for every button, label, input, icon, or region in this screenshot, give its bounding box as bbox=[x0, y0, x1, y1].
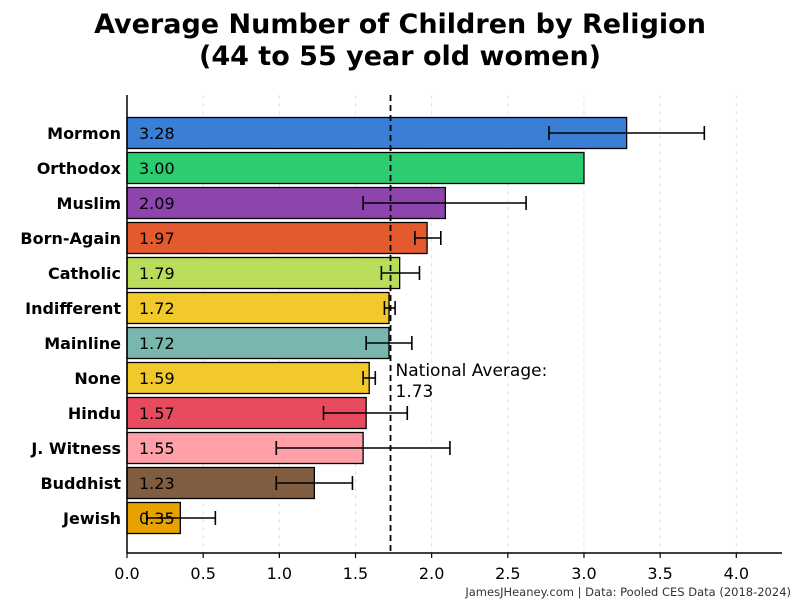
national-average-label: National Average: bbox=[396, 361, 548, 381]
x-tick-label-1: 0.5 bbox=[190, 564, 215, 583]
category-label-1: Orthodox bbox=[37, 159, 122, 178]
category-label-10: Buddhist bbox=[40, 474, 121, 493]
value-label-10: 1.23 bbox=[139, 474, 175, 493]
source-note: JamesJHeaney.com | Data: Pooled CES Data… bbox=[465, 585, 791, 599]
x-tick-label-8: 4.0 bbox=[724, 564, 749, 583]
bar-6 bbox=[126, 326, 390, 360]
x-tick-label-4: 2.0 bbox=[419, 564, 444, 583]
x-tick-label-0: 0.0 bbox=[114, 564, 139, 583]
value-label-6: 1.72 bbox=[139, 334, 175, 353]
value-label-8: 1.57 bbox=[139, 404, 175, 423]
value-label-1: 3.00 bbox=[139, 159, 175, 178]
category-label-3: Born-Again bbox=[20, 229, 121, 248]
x-tick-label-3: 1.5 bbox=[343, 564, 368, 583]
value-label-2: 2.09 bbox=[139, 194, 175, 213]
x-tick-label-7: 3.5 bbox=[647, 564, 672, 583]
value-label-9: 1.55 bbox=[139, 439, 175, 458]
value-label-3: 1.97 bbox=[139, 229, 175, 248]
category-label-7: None bbox=[74, 369, 121, 388]
bar-1 bbox=[126, 151, 585, 185]
category-label-9: J. Witness bbox=[30, 439, 121, 458]
bar-4 bbox=[126, 256, 401, 290]
category-label-2: Muslim bbox=[57, 194, 121, 213]
chart-title-line2: (44 to 55 year old women) bbox=[198, 41, 602, 72]
bar-7 bbox=[126, 361, 370, 395]
category-label-5: Indifferent bbox=[25, 299, 121, 318]
category-label-8: Hindu bbox=[68, 404, 121, 423]
x-tick-label-5: 2.5 bbox=[495, 564, 520, 583]
category-label-11: Jewish bbox=[62, 509, 121, 528]
x-tick-label-6: 3.0 bbox=[571, 564, 596, 583]
chart-title-line1: Average Number of Children by Religion bbox=[94, 9, 706, 40]
bar-0 bbox=[126, 116, 628, 150]
value-label-7: 1.59 bbox=[139, 369, 175, 388]
category-label-4: Catholic bbox=[48, 264, 121, 283]
national-average-value: 1.73 bbox=[396, 382, 434, 402]
value-label-0: 3.28 bbox=[139, 124, 175, 143]
value-label-5: 1.72 bbox=[139, 299, 175, 318]
bar-5 bbox=[126, 291, 390, 325]
category-label-6: Mainline bbox=[44, 334, 121, 353]
value-label-11: 0.35 bbox=[139, 509, 175, 528]
x-tick-label-2: 1.0 bbox=[267, 564, 292, 583]
category-label-0: Mormon bbox=[47, 124, 121, 143]
value-label-4: 1.79 bbox=[139, 264, 175, 283]
